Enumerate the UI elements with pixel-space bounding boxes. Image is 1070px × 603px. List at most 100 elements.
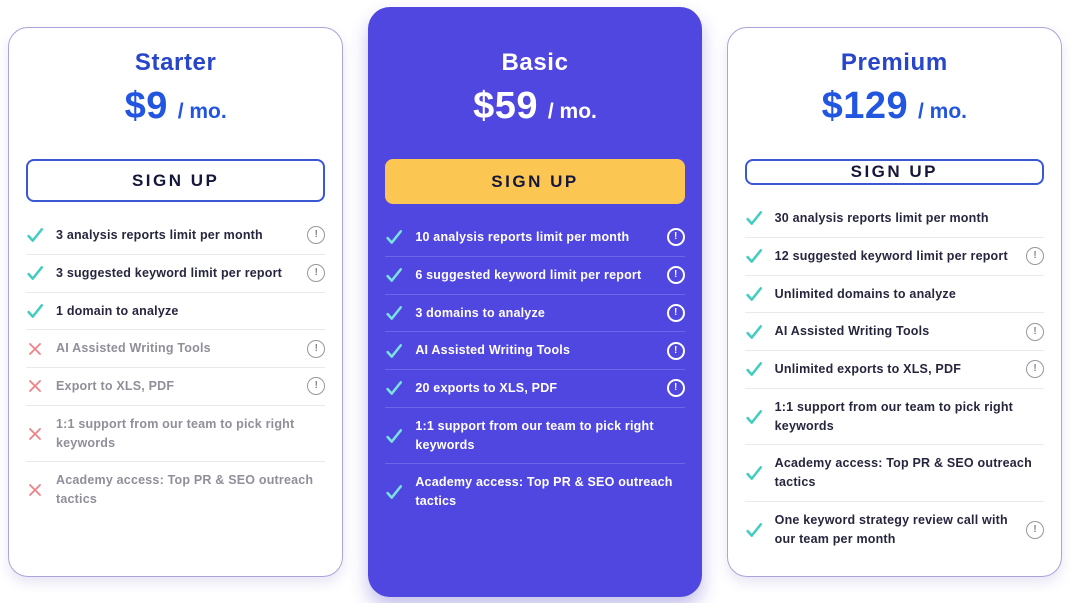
- check-icon: [385, 266, 403, 284]
- feature-label: 10 analysis reports limit per month: [415, 230, 630, 244]
- feature-row: 12 suggested keyword limit per report !: [744, 238, 1044, 276]
- feature-label: 1:1 support from our team to pick right …: [415, 418, 654, 452]
- plan-period: / mo.: [542, 100, 597, 123]
- info-icon[interactable]: !: [666, 341, 685, 360]
- feature-label: 3 suggested keyword limit per report: [56, 265, 283, 280]
- feature-row: 3 analysis reports limit per month !: [26, 217, 326, 255]
- check-icon: [745, 521, 763, 539]
- info-icon[interactable]: !: [666, 379, 685, 398]
- check-icon: [745, 360, 763, 378]
- feature-row: AI Assisted Writing Tools !: [385, 332, 685, 370]
- check-icon: [385, 342, 403, 360]
- info-icon[interactable]: !: [307, 377, 326, 396]
- feature-row: 3 suggested keyword limit per report !: [26, 255, 326, 293]
- feature-row: 1:1 support from our team to pick right …: [744, 389, 1044, 446]
- feature-row: AI Assisted Writing Tools !: [744, 313, 1044, 351]
- feature-label: Unlimited domains to analyze: [774, 286, 956, 301]
- feature-label: 12 suggested keyword limit per report: [774, 248, 1008, 263]
- plan-title: Starter: [134, 49, 217, 76]
- feature-label: Unlimited exports to XLS, PDF: [774, 362, 962, 376]
- info-icon[interactable]: !: [307, 264, 326, 283]
- feature-row: Academy access: Top PR & SEO outreach ta…: [744, 445, 1044, 502]
- check-icon: [745, 209, 763, 227]
- feature-label: 30 analysis reports limit per month: [774, 211, 989, 225]
- check-icon: [385, 483, 403, 501]
- plan-period: / mo.: [171, 100, 227, 123]
- info-icon[interactable]: !: [666, 228, 685, 247]
- info-icon[interactable]: !: [1025, 247, 1044, 266]
- feature-row: AI Assisted Writing Tools !: [26, 330, 326, 368]
- pricing-card: Starter $9 / mo. SIGN UP 3 analysis repo…: [8, 27, 344, 577]
- check-icon: [745, 408, 763, 426]
- cross-icon: [26, 481, 44, 499]
- sign-up-button[interactable]: SIGN UP: [744, 159, 1044, 185]
- plan-price-line: $129 / mo.: [745, 85, 1044, 128]
- check-icon: [385, 304, 403, 322]
- plan-price: $59: [473, 85, 539, 127]
- sign-up-button[interactable]: SIGN UP: [385, 159, 685, 204]
- feature-label: AI Assisted Writing Tools: [56, 341, 211, 356]
- feature-list: 30 analysis reports limit per month 12 s…: [744, 200, 1044, 558]
- feature-label: Academy access: Top PR & SEO outreach ta…: [56, 473, 314, 506]
- check-icon: [745, 464, 763, 482]
- sign-up-button[interactable]: SIGN UP: [26, 159, 326, 202]
- cross-icon: [26, 425, 44, 443]
- feature-label: AI Assisted Writing Tools: [415, 343, 571, 358]
- plan-title: Premium: [840, 49, 948, 76]
- check-icon: [385, 379, 403, 397]
- feature-row: 30 analysis reports limit per month: [744, 200, 1044, 238]
- feature-row: 1 domain to analyze: [26, 293, 326, 331]
- check-icon: [26, 302, 44, 320]
- feature-row: Export to XLS, PDF !: [26, 368, 326, 406]
- feature-row: 1:1 support from our team to pick right …: [385, 408, 685, 465]
- info-icon[interactable]: !: [307, 226, 326, 245]
- check-icon: [745, 323, 763, 341]
- plan-period: / mo.: [912, 100, 968, 123]
- feature-label: Academy access: Top PR & SEO outreach ta…: [774, 456, 1032, 489]
- feature-row: One keyword strategy review call with ou…: [745, 502, 1044, 558]
- feature-row: 20 exports to XLS, PDF !: [385, 370, 685, 408]
- feature-label: 20 exports to XLS, PDF: [415, 381, 558, 395]
- feature-label: Academy access: Top PR & SEO outreach ta…: [415, 475, 673, 508]
- info-icon[interactable]: !: [666, 266, 685, 285]
- plan-price-line: $9 / mo.: [26, 85, 325, 128]
- plan-title: Basic: [501, 49, 569, 76]
- feature-row: Academy access: Top PR & SEO outreach ta…: [26, 462, 325, 518]
- info-icon[interactable]: !: [1025, 520, 1044, 539]
- info-icon[interactable]: !: [1025, 360, 1044, 379]
- feature-row: Academy access: Top PR & SEO outreach ta…: [385, 464, 684, 520]
- feature-row: 6 suggested keyword limit per report !: [385, 257, 685, 295]
- feature-list: 10 analysis reports limit per month ! 6 …: [385, 219, 685, 520]
- feature-row: Unlimited exports to XLS, PDF !: [744, 351, 1044, 389]
- feature-row: Unlimited domains to analyze: [744, 276, 1044, 314]
- plan-price: $129: [821, 85, 909, 127]
- feature-label: One keyword strategy review call with ou…: [774, 512, 1008, 546]
- check-icon: [745, 247, 763, 265]
- feature-label: 1:1 support from our team to pick right …: [774, 399, 1014, 433]
- cross-icon: [26, 340, 44, 358]
- check-icon: [385, 228, 403, 246]
- feature-row: 1:1 support from our team to pick right …: [26, 406, 326, 463]
- feature-label: Export to XLS, PDF: [56, 379, 175, 393]
- info-icon[interactable]: !: [307, 339, 326, 358]
- check-icon: [26, 264, 44, 282]
- pricing-card: Basic $59 / mo. SIGN UP 10 analysis repo…: [368, 7, 702, 597]
- info-icon[interactable]: !: [1025, 322, 1044, 341]
- pricing-card: Premium $129 / mo. SIGN UP 30 analysis r…: [726, 27, 1062, 577]
- feature-label: AI Assisted Writing Tools: [774, 324, 930, 339]
- feature-row: 10 analysis reports limit per month !: [385, 219, 685, 257]
- check-icon: [745, 285, 763, 303]
- feature-label: 1 domain to analyze: [56, 303, 179, 318]
- feature-row: 3 domains to analyze !: [385, 295, 685, 333]
- feature-list: 3 analysis reports limit per month ! 3 s…: [26, 217, 326, 518]
- plan-price-line: $59 / mo.: [385, 85, 684, 128]
- feature-label: 3 domains to analyze: [415, 305, 546, 320]
- check-icon: [385, 427, 403, 445]
- check-icon: [26, 226, 44, 244]
- feature-label: 3 analysis reports limit per month: [56, 228, 263, 242]
- feature-label: 1:1 support from our team to pick right …: [56, 416, 295, 450]
- cross-icon: [26, 377, 44, 395]
- info-icon[interactable]: !: [666, 303, 685, 322]
- plan-price: $9: [124, 85, 168, 127]
